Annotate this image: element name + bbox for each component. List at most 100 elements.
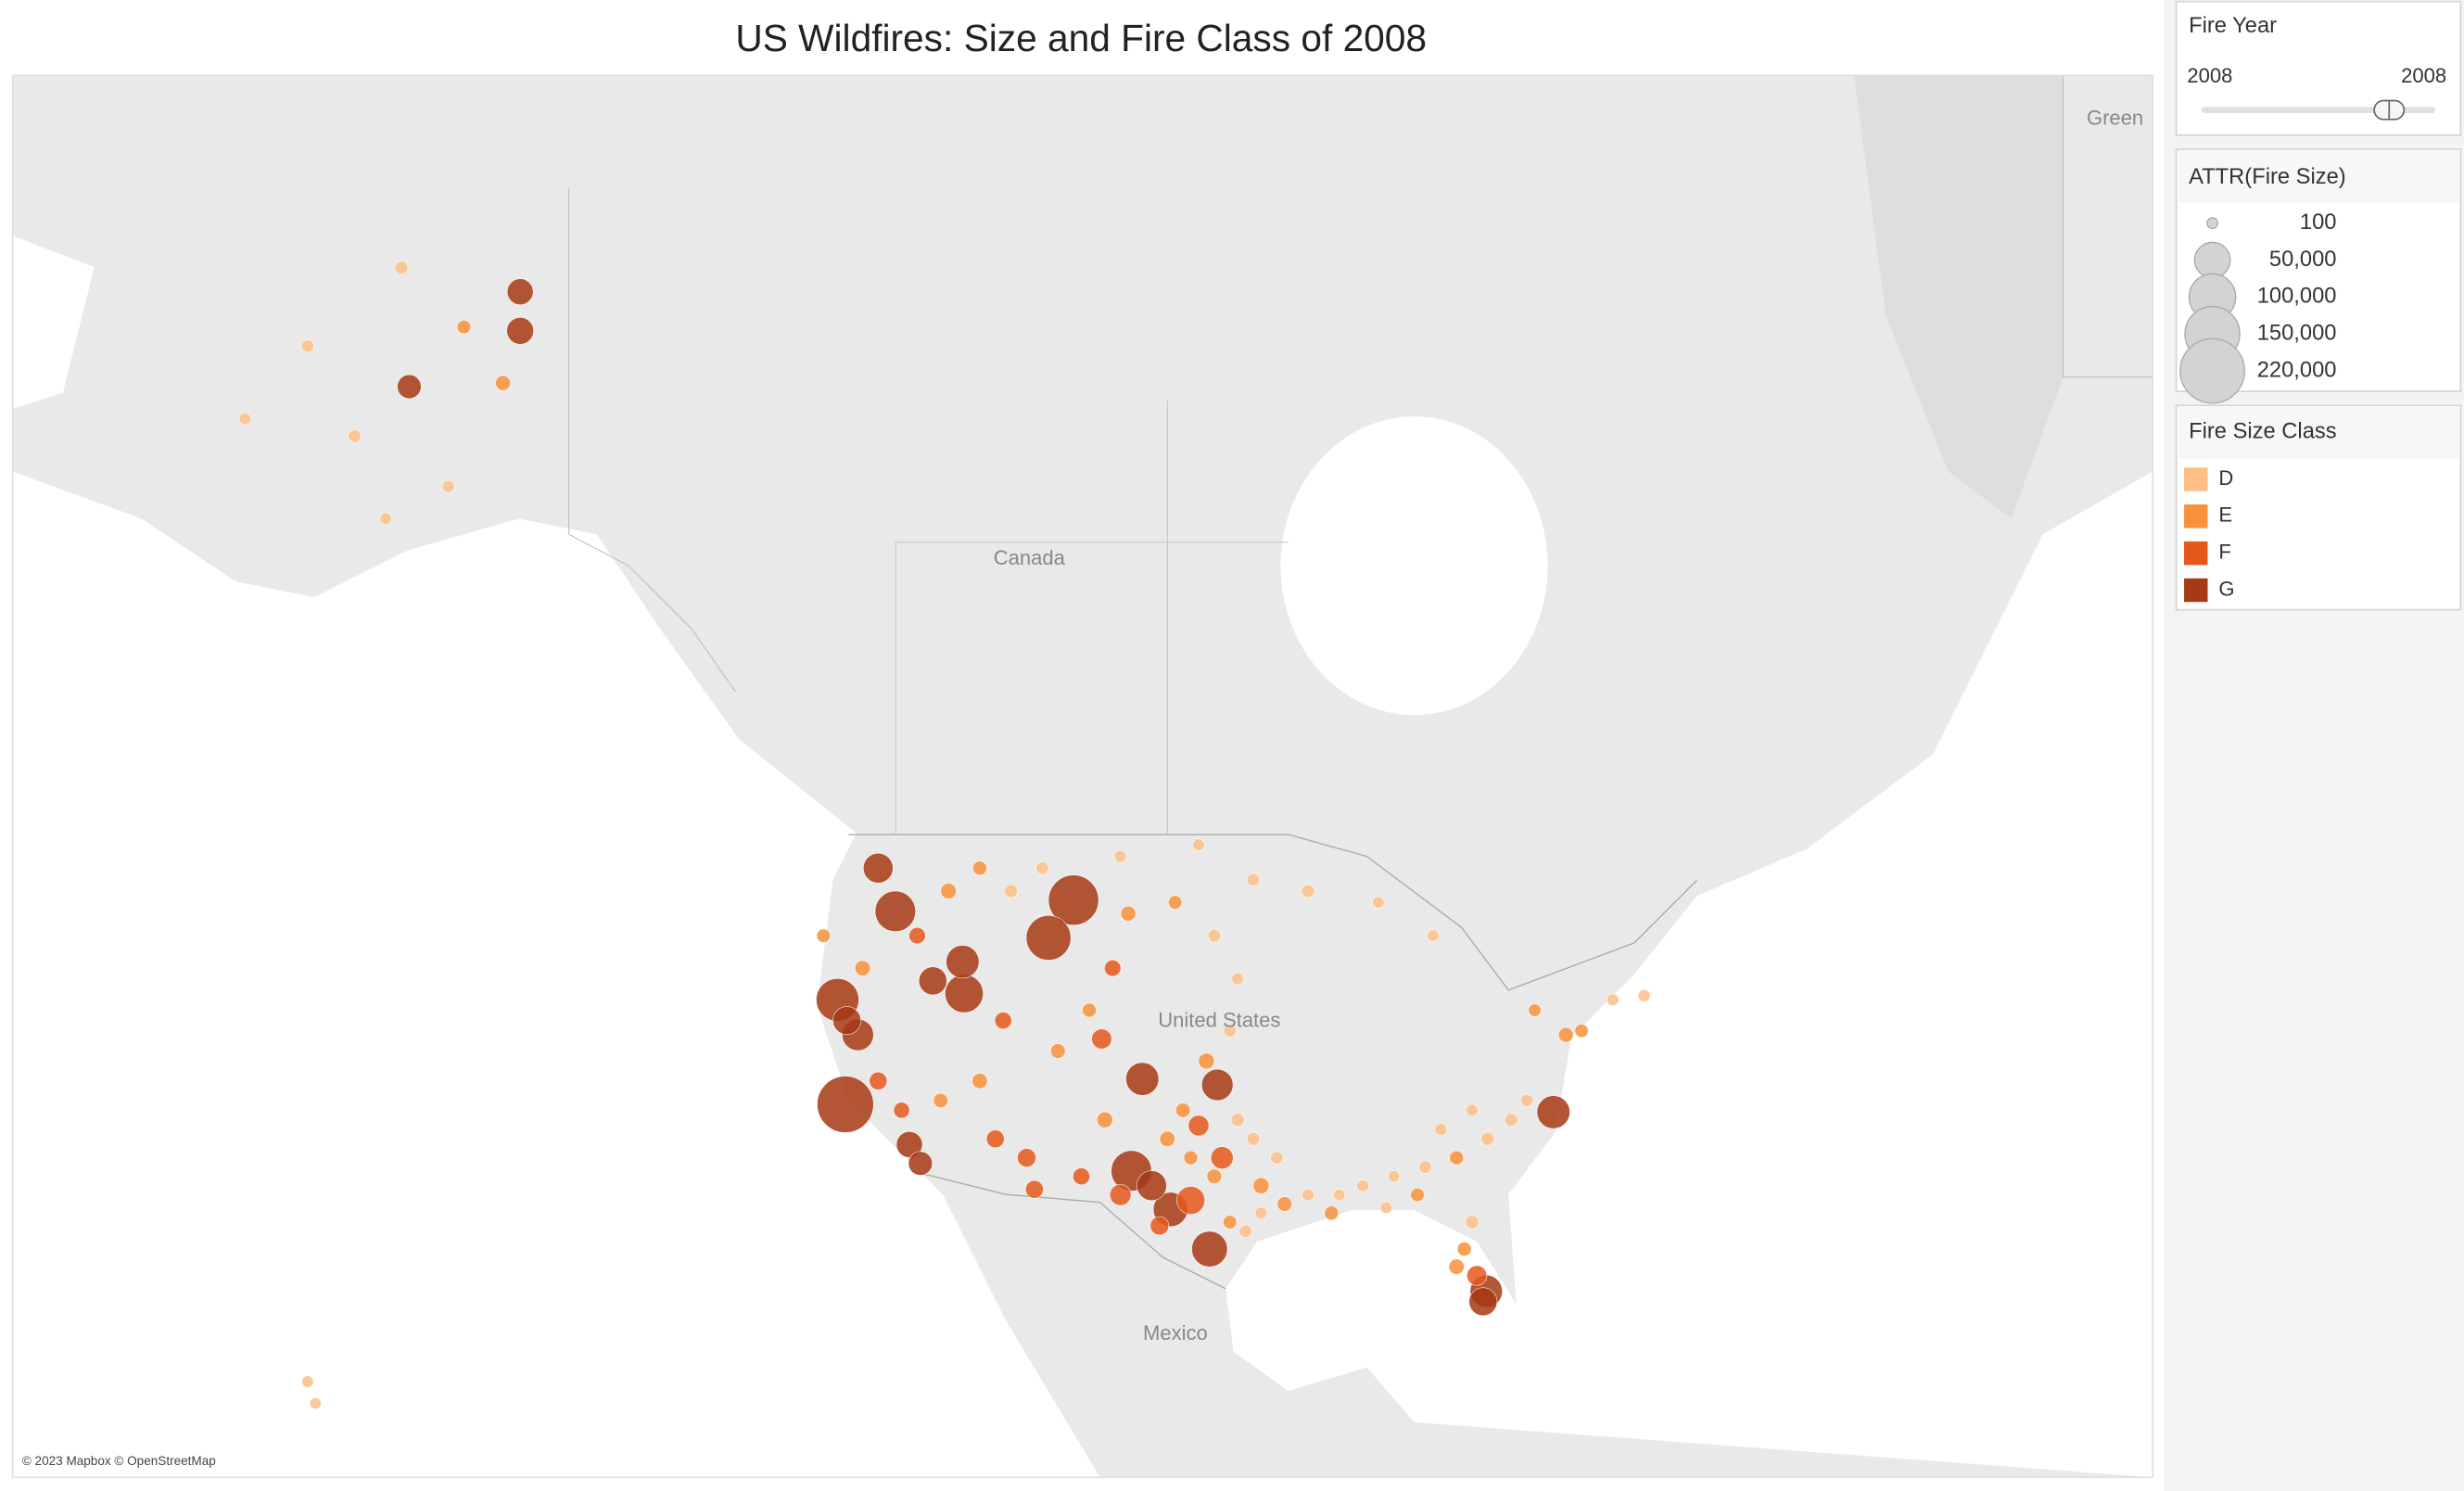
size-label: 50,000 [2269, 248, 2337, 272]
fire-point [1210, 1146, 1234, 1169]
fire-point [1448, 1258, 1465, 1275]
panel-title: ATTR(Fire Size) [2189, 165, 2346, 189]
fire-point [1356, 1179, 1369, 1192]
fire-point [1050, 1043, 1066, 1059]
fire-point [972, 1073, 988, 1090]
fire-point [1558, 1026, 1574, 1043]
fire-point [1175, 1102, 1191, 1118]
fire-point [1466, 1103, 1479, 1116]
fire-point [945, 974, 984, 1013]
map-frame [11, 74, 2154, 1479]
fire-point [1004, 884, 1018, 898]
fire-point [1113, 849, 1127, 863]
attribution: © 2023 Mapbox © OpenStreetMap [22, 1454, 216, 1468]
fire-point [908, 927, 926, 945]
map-label: Green [2087, 107, 2143, 130]
fire-point [1301, 884, 1315, 898]
class-swatch [2184, 541, 2208, 566]
fire-point [1427, 929, 1440, 942]
pacific-ocean [12, 471, 1100, 1478]
map-label: Canada [994, 546, 1066, 569]
fire-point [854, 960, 870, 976]
fire-point [1252, 1177, 1270, 1194]
panel-header [2178, 150, 2459, 203]
size-label: 100,000 [2257, 285, 2337, 309]
fire-point [506, 278, 534, 305]
border [910, 1170, 1226, 1290]
fire-point [1159, 1130, 1175, 1147]
fire-point [946, 945, 980, 979]
fire-point [495, 375, 511, 391]
size-swatch [2206, 217, 2218, 230]
fire-point [394, 261, 409, 274]
fire-point [1372, 896, 1385, 909]
fire-point [1109, 1183, 1132, 1206]
fire-point [1536, 1095, 1570, 1129]
panel-title: Fire Size Class [2189, 419, 2336, 443]
fire-point [1302, 1188, 1315, 1202]
class-swatch [2184, 504, 2208, 529]
title: US Wildfires: Size and Fire Class of 200… [735, 17, 1427, 59]
fire-point [908, 1151, 933, 1176]
fire-point [1125, 1062, 1160, 1096]
border [2063, 75, 2153, 378]
fire-point [1137, 1170, 1167, 1201]
fire-point [972, 860, 987, 876]
class-label: G [2218, 577, 2234, 600]
range-start: 2008 [2187, 64, 2232, 87]
size-label: 150,000 [2257, 321, 2337, 345]
greenland [1854, 75, 2064, 519]
fire-point [1505, 1113, 1518, 1127]
fire-point [1149, 1216, 1170, 1236]
panel-title: Fire Year [2189, 14, 2277, 38]
size-label: 220,000 [2257, 358, 2337, 382]
fire-point [1468, 1287, 1498, 1317]
fire-point [1388, 1170, 1401, 1183]
fire-point [1238, 1224, 1252, 1238]
fire-point [1198, 1052, 1215, 1070]
fire-point [994, 1012, 1012, 1029]
fire-year-filter[interactable]: Fire Year 2008 2008 [2175, 0, 2462, 136]
class-label: F [2218, 540, 2230, 563]
fire-point [1096, 1111, 1113, 1128]
fire-point [1176, 1186, 1205, 1215]
fire-point [874, 890, 916, 932]
fire-point [506, 317, 534, 345]
fire-point [1434, 1123, 1448, 1136]
fire-point [918, 966, 947, 996]
fire-point [1223, 1215, 1238, 1230]
size-swatch [2193, 241, 2231, 279]
fire-point [1091, 1028, 1112, 1050]
fire-point [1192, 838, 1205, 851]
fire-point [1520, 1093, 1533, 1107]
fire-point [1201, 1068, 1234, 1102]
atlantic-ocean [1226, 471, 2153, 1478]
fire-point [379, 512, 392, 525]
fire-point [1379, 1201, 1392, 1215]
border [568, 188, 736, 693]
fire-point [1207, 928, 1221, 943]
size-swatch [2179, 338, 2245, 404]
fire-point [238, 412, 251, 426]
fires [238, 261, 1651, 1409]
fire-point [1168, 895, 1183, 910]
fire-point [1183, 1150, 1199, 1166]
fire-point [1247, 873, 1260, 886]
fire-point [1607, 993, 1619, 1006]
class-label: E [2218, 503, 2232, 527]
panel-header [2178, 406, 2459, 459]
class-swatch [2184, 578, 2208, 603]
border [848, 834, 1698, 991]
range-end: 2008 [2401, 64, 2446, 87]
bering-sea [12, 236, 95, 409]
fire-point [1456, 1242, 1472, 1256]
fire-point [397, 374, 422, 400]
fire-point [1025, 915, 1072, 961]
fire-point [1230, 1113, 1245, 1128]
fire-point [863, 852, 894, 884]
fire-point [1017, 1148, 1036, 1167]
fire-point [1035, 861, 1049, 875]
